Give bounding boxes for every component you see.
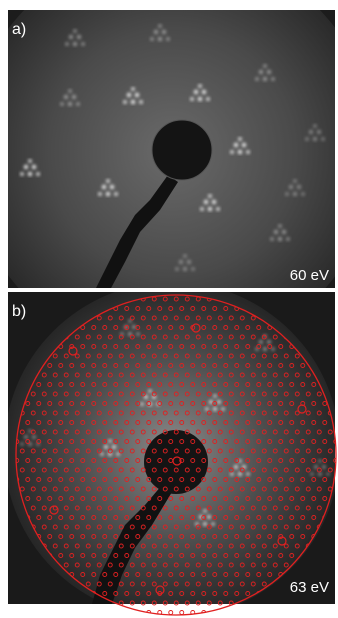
figure: a) 60 eV b) 63 eV: [0, 0, 338, 618]
page: a) 60 eV b) 63 eV (() => { const data = …: [0, 0, 338, 618]
energy-label: 60 eV: [290, 267, 329, 284]
panel-label: b): [12, 303, 26, 320]
energy-label: 63 eV: [290, 579, 329, 596]
panel-label: a): [12, 21, 26, 38]
